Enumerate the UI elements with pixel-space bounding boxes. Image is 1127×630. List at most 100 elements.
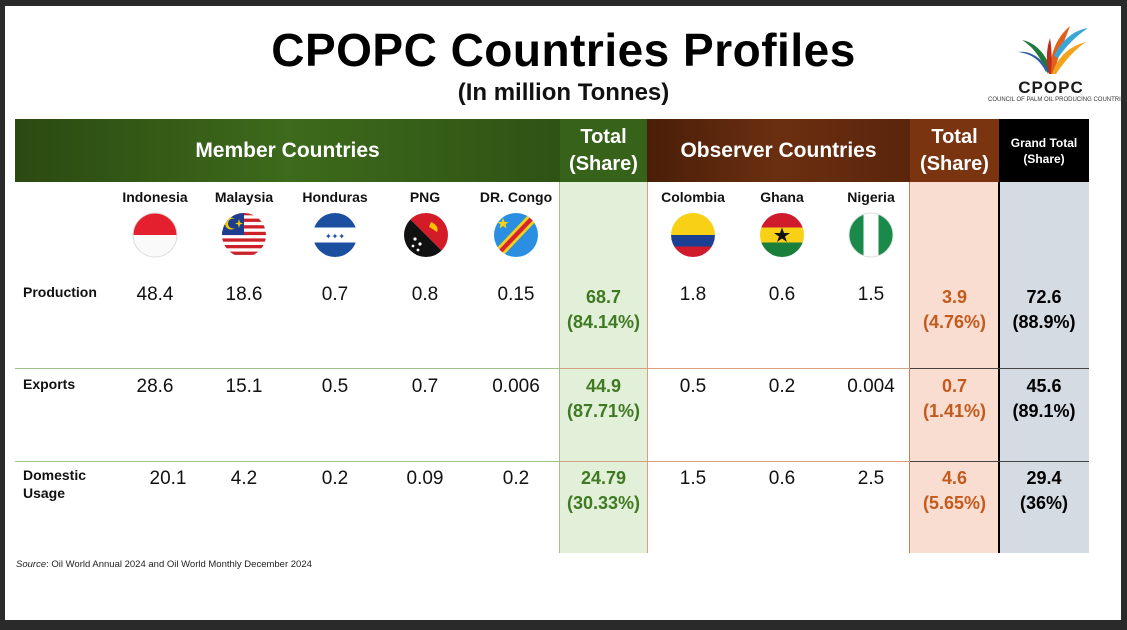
country-name-malaysia: Malaysia bbox=[214, 189, 274, 205]
header-share-label: (Share) bbox=[569, 152, 638, 175]
total-value: 24.79 bbox=[580, 468, 627, 488]
header-total-label: Total bbox=[580, 125, 627, 148]
row-label-production: Production bbox=[23, 284, 97, 300]
total-value: 29.4 bbox=[1026, 468, 1062, 488]
divider bbox=[559, 182, 560, 553]
indonesia-flag-icon bbox=[132, 212, 178, 258]
drcongo-flag-icon bbox=[494, 213, 538, 257]
value-cell: 0.2 bbox=[768, 376, 796, 397]
share-value: (87.71%) bbox=[566, 401, 641, 421]
value-cell: 1.5 bbox=[679, 468, 707, 489]
grand-total-cell: 72.6 (88.9%) bbox=[999, 285, 1089, 335]
row-divider bbox=[15, 461, 560, 462]
value-cell: 48.4 bbox=[136, 284, 174, 305]
value-cell: 2.5 bbox=[857, 468, 885, 489]
row-divider bbox=[560, 461, 910, 462]
value-cell: 18.6 bbox=[225, 284, 263, 305]
grand-total-cell: 29.4 (36%) bbox=[999, 466, 1089, 516]
member-total-column bbox=[560, 182, 647, 553]
total-value: 44.9 bbox=[585, 376, 622, 396]
observer-total-column bbox=[910, 182, 999, 553]
source-note: Source: Oil World Annual 2024 and Oil Wo… bbox=[16, 559, 312, 570]
header-member-total: Total (Share) bbox=[560, 119, 647, 182]
colombia-flag-icon bbox=[671, 213, 715, 257]
observer-total-cell: 4.6 (5.65%) bbox=[910, 466, 999, 516]
row-label-exports: Exports bbox=[23, 376, 76, 392]
share-value: (1.41%) bbox=[922, 401, 987, 421]
divider bbox=[647, 182, 648, 553]
header-total-label: Total bbox=[931, 125, 978, 148]
total-value: 68.7 bbox=[585, 287, 622, 307]
share-value: (88.9%) bbox=[1012, 312, 1076, 332]
share-value: (84.14%) bbox=[566, 312, 641, 332]
cpopc-logo-icon bbox=[1018, 26, 1088, 74]
total-value: 4.6 bbox=[941, 468, 968, 488]
logo-name: CPOPC bbox=[1018, 78, 1084, 97]
row-label-line: Domestic bbox=[23, 467, 87, 483]
row-divider bbox=[910, 461, 1089, 462]
country-name-nigeria: Nigeria bbox=[847, 189, 895, 205]
country-name-indonesia: Indonesia bbox=[122, 189, 188, 205]
total-value: 3.9 bbox=[941, 287, 968, 307]
observer-total-cell: 0.7 (1.41%) bbox=[910, 374, 999, 424]
header-grand-label: Grand Total bbox=[1010, 135, 1078, 150]
divider bbox=[998, 182, 1000, 553]
value-cell: 0.6 bbox=[768, 284, 796, 305]
row-label-line: Usage bbox=[23, 485, 66, 501]
total-value: 45.6 bbox=[1026, 376, 1062, 396]
member-total-cell: 24.79 (30.33%) bbox=[560, 466, 647, 516]
value-cell: 0.8 bbox=[411, 284, 439, 305]
row-divider bbox=[560, 368, 910, 369]
source-prefix: Source bbox=[16, 559, 47, 570]
nigeria-flag-icon bbox=[848, 212, 894, 258]
svg-text:✦✦✦: ✦✦✦ bbox=[325, 232, 345, 241]
page-subtitle: (In million Tonnes) bbox=[457, 79, 670, 106]
value-cell: 0.15 bbox=[497, 284, 535, 305]
country-name-drcongo: DR. Congo bbox=[479, 189, 553, 205]
country-name-ghana: Ghana bbox=[760, 189, 804, 205]
value-cell: 20.1 bbox=[149, 468, 187, 489]
ghana-flag-icon bbox=[760, 213, 804, 257]
country-name-honduras: Honduras bbox=[302, 189, 368, 205]
grand-total-cell: 45.6 (89.1%) bbox=[999, 374, 1089, 424]
header-member-countries: Member Countries bbox=[15, 119, 560, 182]
logo-subtitle: COUNCIL OF PALM OIL PRODUCING COUNTRIES bbox=[988, 97, 1127, 103]
share-value: (4.76%) bbox=[922, 312, 987, 332]
total-value: 72.6 bbox=[1026, 287, 1062, 307]
value-cell: 28.6 bbox=[136, 376, 174, 397]
header-grand-total: Grand Total (Share) bbox=[999, 119, 1089, 182]
png-flag-icon bbox=[404, 213, 448, 257]
source-text: : Oil World Annual 2024 and Oil World Mo… bbox=[46, 559, 312, 570]
row-divider bbox=[15, 368, 560, 369]
header-observer-total: Total (Share) bbox=[910, 119, 999, 182]
share-value: (30.33%) bbox=[566, 493, 641, 513]
value-cell: 0.2 bbox=[502, 468, 530, 489]
share-value: (89.1%) bbox=[1012, 401, 1076, 421]
value-cell: 0.6 bbox=[768, 468, 796, 489]
country-name-colombia: Colombia bbox=[661, 189, 725, 205]
share-value: (36%) bbox=[1019, 493, 1068, 513]
member-total-cell: 68.7 (84.14%) bbox=[560, 285, 647, 335]
row-label-domestic-usage: Domestic Usage bbox=[23, 466, 86, 502]
member-total-cell: 44.9 (87.71%) bbox=[560, 374, 647, 424]
divider bbox=[909, 182, 910, 553]
header-share-label: (Share) bbox=[920, 152, 989, 175]
value-cell: 0.004 bbox=[847, 376, 895, 397]
value-cell: 0.5 bbox=[321, 376, 349, 397]
page-title: CPOPC Countries Profiles bbox=[271, 24, 856, 76]
value-cell: 0.09 bbox=[406, 468, 444, 489]
value-cell: 4.2 bbox=[230, 468, 258, 489]
malaysia-flag-icon bbox=[222, 213, 266, 257]
value-cell: 0.2 bbox=[321, 468, 349, 489]
value-cell: 0.006 bbox=[492, 376, 540, 397]
grand-total-column bbox=[999, 182, 1089, 553]
honduras-flag-icon: ✦✦✦ bbox=[313, 213, 357, 257]
value-cell: 0.7 bbox=[411, 376, 439, 397]
value-cell: 1.8 bbox=[679, 284, 707, 305]
header-observer-countries: Observer Countries bbox=[647, 119, 910, 182]
value-cell: 0.5 bbox=[679, 376, 707, 397]
observer-total-cell: 3.9 (4.76%) bbox=[910, 285, 999, 335]
value-cell: 1.5 bbox=[857, 284, 885, 305]
total-value: 0.7 bbox=[941, 376, 968, 396]
value-cell: 15.1 bbox=[225, 376, 263, 397]
